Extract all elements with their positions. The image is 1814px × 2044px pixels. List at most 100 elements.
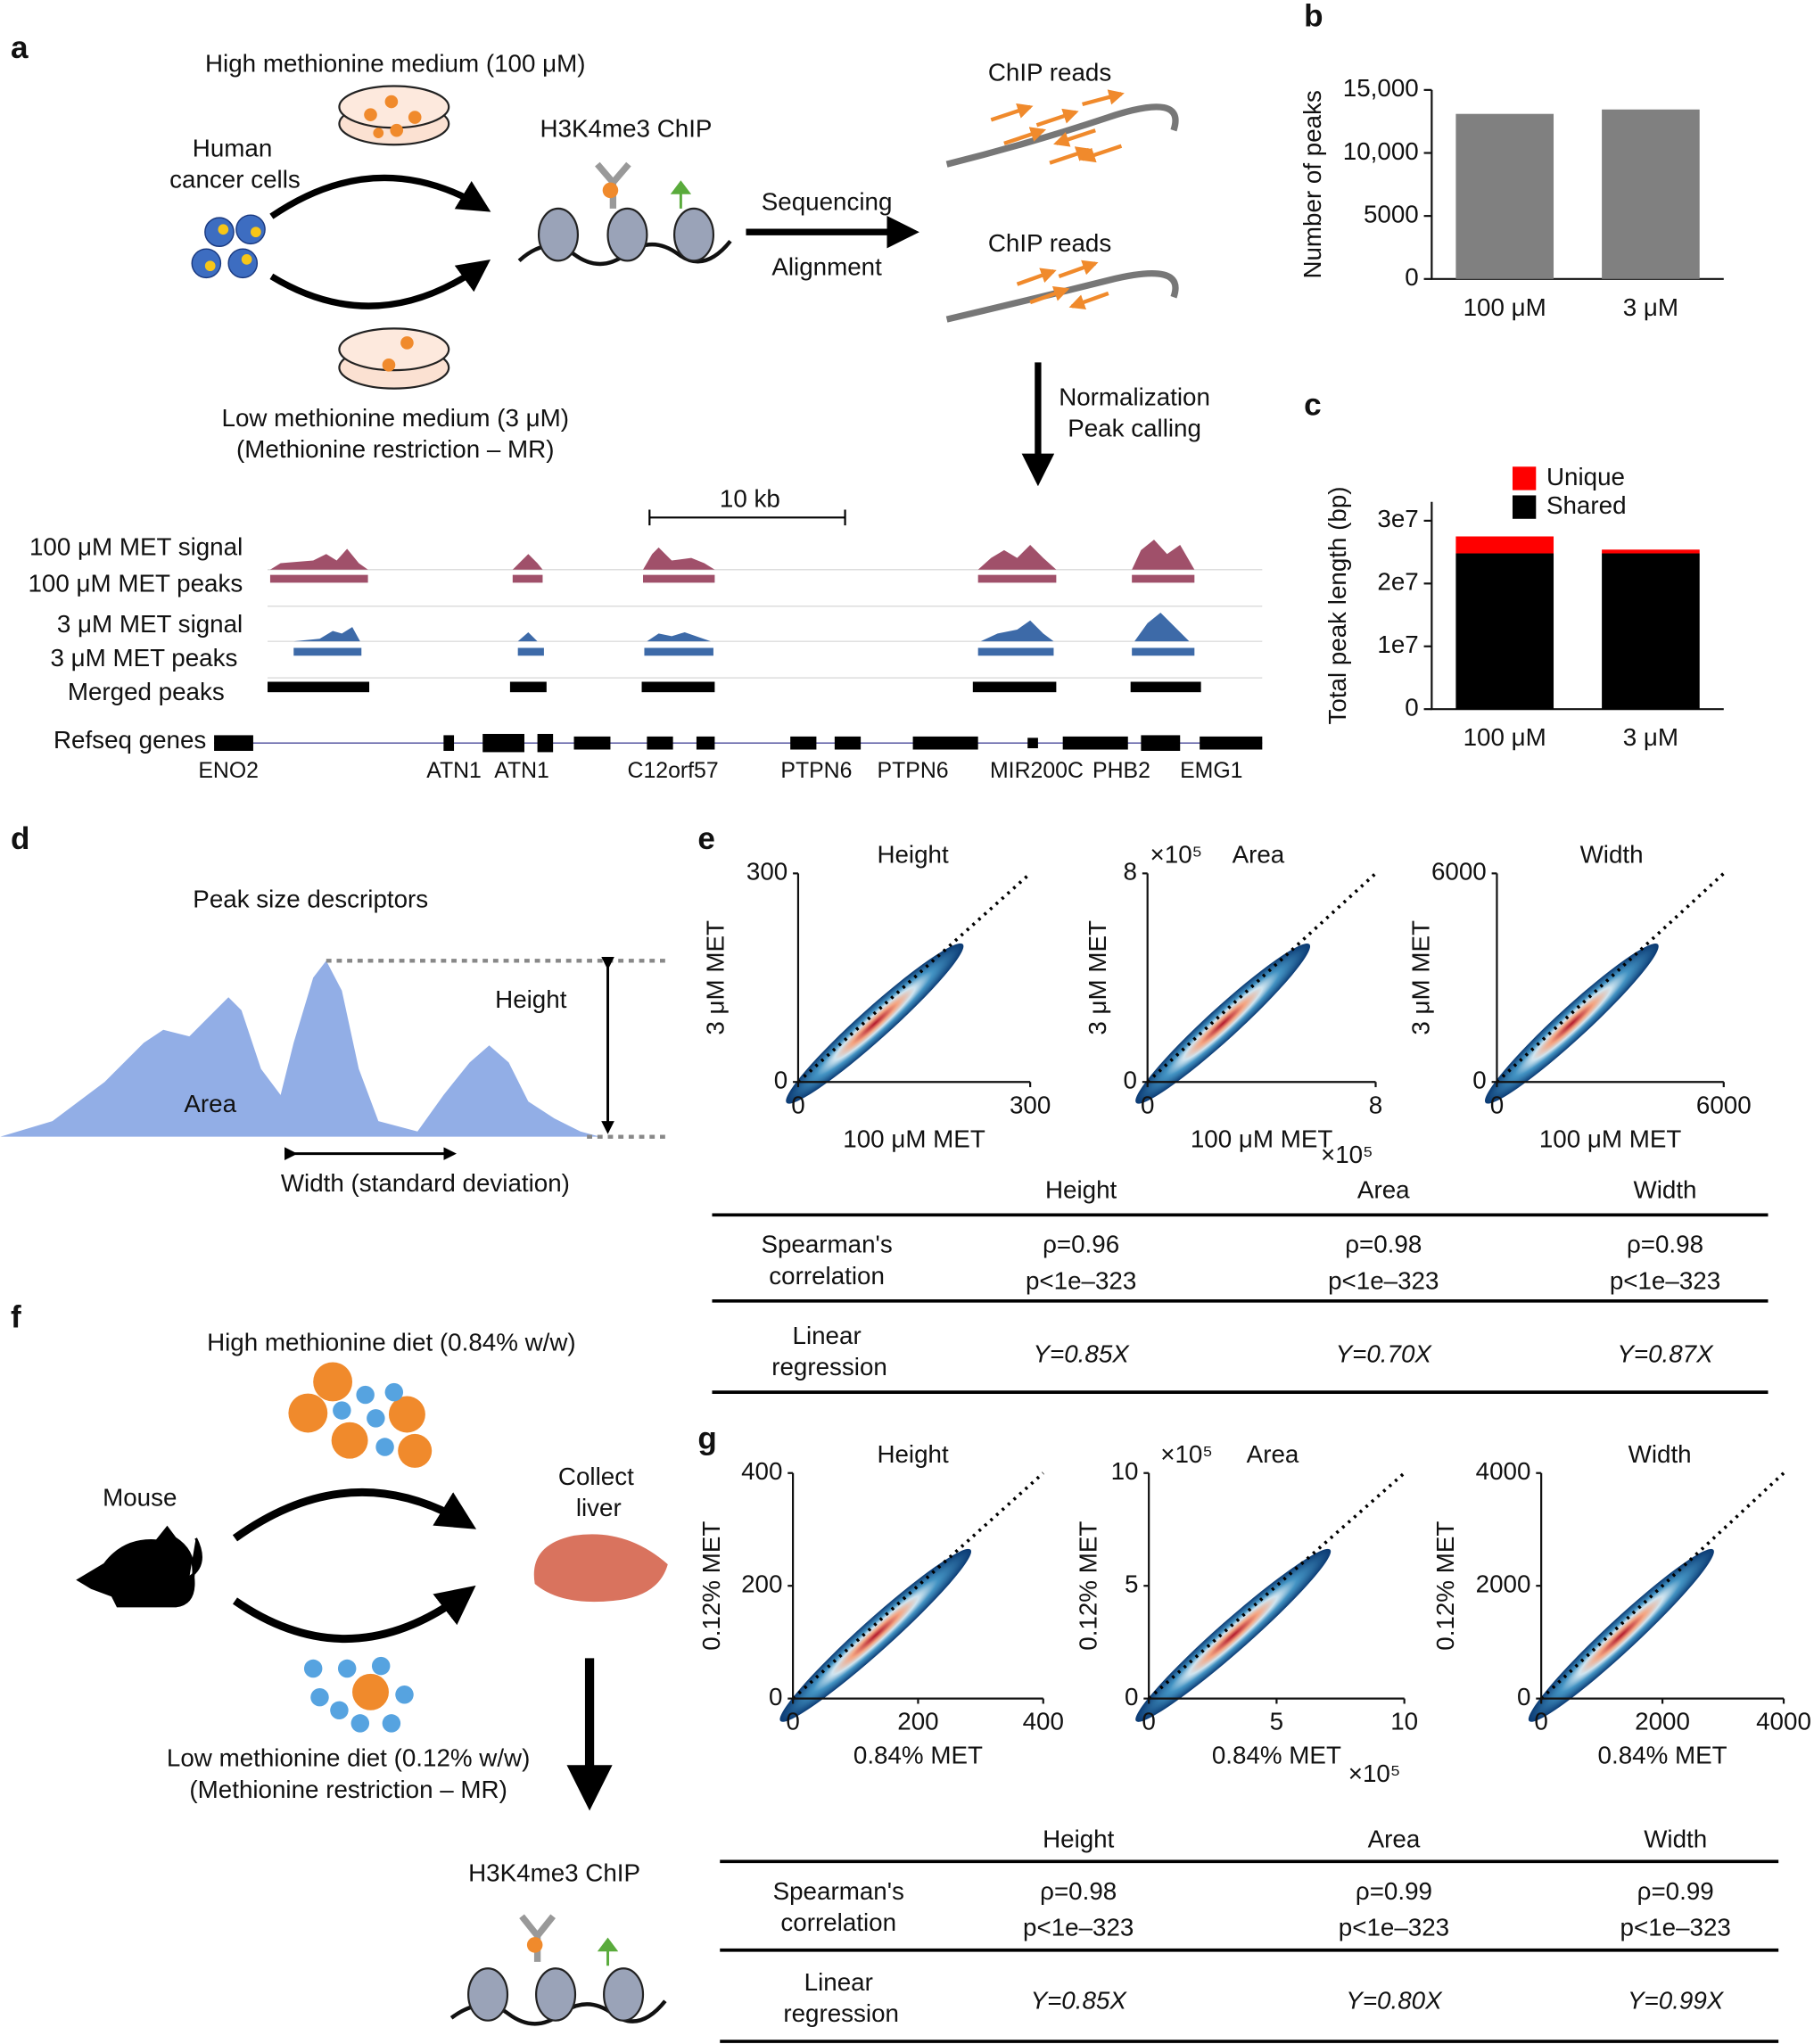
label: liver	[576, 1494, 622, 1521]
table-cell: ρ=0.98	[1040, 1877, 1117, 1905]
y-tick-label: 2e7	[1377, 568, 1418, 596]
axis-multiplier: ×10⁵	[1321, 1141, 1373, 1168]
y-tick-label: 15,000	[1343, 74, 1419, 102]
gene-label: ENO2	[198, 759, 259, 783]
density-cloud	[786, 943, 964, 1104]
y-tick-label: 5000	[1364, 200, 1419, 227]
density-cloud	[1135, 1548, 1332, 1722]
panel-label: e	[697, 821, 715, 856]
x-tick-label: 5	[1270, 1708, 1283, 1735]
y-tick-label: 3e7	[1377, 505, 1418, 532]
label: (Methionine restriction – MR)	[189, 1776, 507, 1803]
y-tick-label: 4000	[1476, 1457, 1531, 1485]
track-label: 3 μM MET peaks	[50, 644, 237, 672]
column-header: Area	[1357, 1175, 1410, 1203]
x-tick-label: 2000	[1635, 1708, 1690, 1735]
gene-label: C12orf57	[628, 759, 719, 783]
label: cancer cells	[169, 166, 301, 194]
identity-line	[1539, 1471, 1785, 1700]
bar-segment	[1602, 549, 1700, 554]
table-cell: Y=0.99X	[1628, 1987, 1725, 2015]
row-label: regression	[783, 1999, 899, 2027]
row-label: correlation	[769, 1262, 885, 1290]
legend-swatch	[1512, 495, 1537, 519]
bar-segment	[1602, 553, 1700, 710]
label: 10 kb	[720, 485, 780, 513]
y-tick-label: 0	[1472, 1067, 1486, 1094]
table-cell: p<1e–323	[1610, 1267, 1720, 1295]
panel-label: g	[697, 1421, 716, 1455]
x-tick-label: 100 μM	[1464, 293, 1546, 321]
y-axis-label: 0.12% MET	[1431, 1521, 1459, 1651]
density-cloud	[1484, 943, 1659, 1104]
x-tick-label: 0	[1141, 1091, 1154, 1118]
panel-label: a	[11, 30, 29, 65]
y-tick-label: 0	[1405, 263, 1418, 291]
table-cell: Y=0.85X	[1031, 1987, 1128, 2015]
x-tick-label: 10	[1390, 1708, 1418, 1735]
row-label: Linear	[793, 1322, 862, 1349]
label: Human	[193, 134, 273, 161]
y-axis-label: 3 μM MET	[1084, 920, 1111, 1035]
label: Peak size descriptors	[193, 885, 428, 912]
y-tick-label: 5	[1125, 1570, 1138, 1598]
row-label: Spearman's	[761, 1231, 892, 1258]
legend-swatch	[1512, 466, 1537, 490]
y-tick-label: 200	[741, 1570, 782, 1598]
table-cell: ρ=0.99	[1637, 1877, 1714, 1905]
bar	[1602, 109, 1700, 279]
label: Sequencing	[762, 187, 893, 215]
label: Height	[495, 985, 567, 1013]
x-tick-label: 200	[897, 1708, 938, 1735]
track-label: 100 μM MET peaks	[28, 570, 243, 598]
diagram-a	[191, 85, 1263, 753]
bar-segment	[1455, 536, 1554, 554]
y-tick-label: 0	[774, 1067, 787, 1094]
y-tick-label: 2000	[1476, 1570, 1531, 1598]
track-label: Merged peaks	[68, 678, 225, 705]
y-tick-label: 10,000	[1343, 137, 1419, 165]
x-tick-label: 400	[1023, 1708, 1064, 1735]
x-tick-label: 3 μM	[1623, 293, 1678, 321]
x-tick-label: 100 μM	[1464, 723, 1546, 751]
y-tick-label: 400	[741, 1457, 782, 1485]
y-axis-label: Total peak length (bp)	[1323, 486, 1351, 724]
table-cell: Y=0.70X	[1336, 1340, 1433, 1368]
y-tick-label: 0	[1405, 694, 1418, 721]
x-tick-label: 0	[786, 1708, 799, 1735]
y-tick-label: 10	[1111, 1457, 1139, 1485]
y-axis-label: 0.12% MET	[1075, 1521, 1102, 1651]
y-tick-label: 1e7	[1377, 631, 1418, 658]
column-header: Area	[1368, 1825, 1421, 1852]
panel-label: b	[1304, 0, 1323, 34]
gene-label: ATN1	[426, 759, 482, 783]
diagram-f	[76, 1362, 668, 2026]
x-axis-label: 0.84% MET	[1598, 1742, 1727, 1769]
table-cell: ρ=0.98	[1627, 1231, 1703, 1258]
table-cell: p<1e–323	[1339, 1914, 1449, 1941]
gene-label: EMG1	[1180, 759, 1242, 783]
row-label: regression	[771, 1353, 887, 1381]
track-label: 100 μM MET signal	[29, 533, 243, 561]
legend-label: Shared	[1546, 491, 1627, 519]
chart-title: Area	[1233, 841, 1285, 869]
table-cell: ρ=0.99	[1356, 1877, 1432, 1905]
row-label: Linear	[804, 1968, 873, 1996]
y-axis-label: 3 μM MET	[702, 920, 730, 1035]
column-header: Width	[1644, 1825, 1707, 1852]
x-tick-label: 0	[1534, 1708, 1547, 1735]
identity-line	[796, 872, 1032, 1084]
table-cell: ρ=0.98	[1345, 1231, 1422, 1258]
table-cell: p<1e–323	[1026, 1267, 1136, 1295]
y-tick-label: 8	[1124, 858, 1137, 886]
x-tick-label: 0	[1490, 1091, 1504, 1118]
x-axis-label: 100 μM MET	[843, 1125, 985, 1152]
label: High methionine diet (0.84% w/w)	[207, 1328, 576, 1356]
gene-label: PTPN6	[878, 759, 949, 783]
y-axis-label: 0.12% MET	[697, 1521, 725, 1651]
panel-label: f	[11, 1300, 21, 1335]
y-tick-label: 0	[1124, 1067, 1137, 1094]
label: (Methionine restriction – MR)	[236, 435, 554, 463]
density-cloud	[1528, 1548, 1714, 1722]
